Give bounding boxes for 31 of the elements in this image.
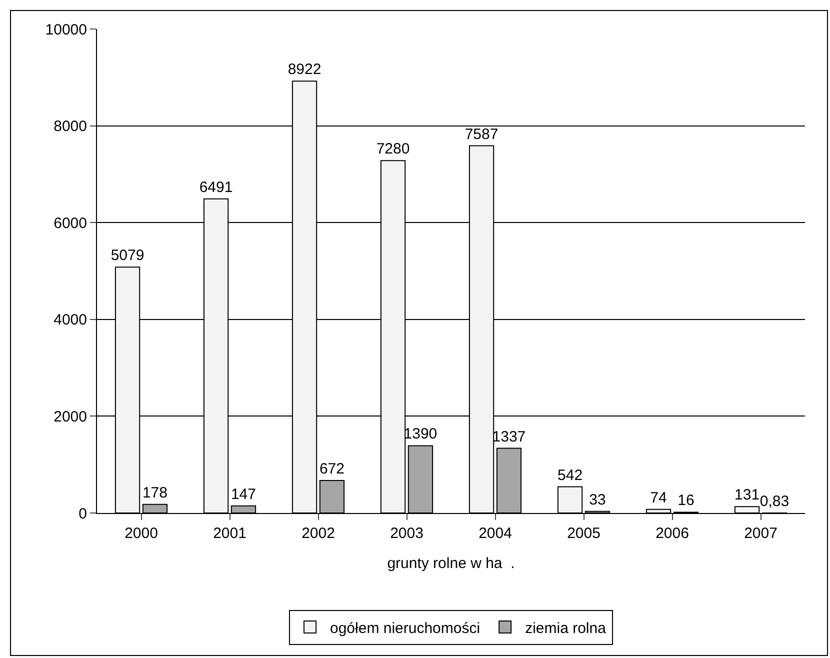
data-label: 16 xyxy=(678,492,694,510)
x-tick-label: 2003 xyxy=(390,525,424,542)
data-label: 0,83 xyxy=(760,492,790,510)
y-tick-label: 2000 xyxy=(54,408,87,426)
x-tick-label: 2000 xyxy=(124,525,158,542)
legend-label: ogółem nieruchomości xyxy=(330,620,480,637)
x-tick-label: 2006 xyxy=(656,525,689,542)
y-tick-label: 4000 xyxy=(54,312,87,329)
data-label: 6491 xyxy=(199,178,233,196)
data-label: 7587 xyxy=(464,126,498,143)
data-label: 5079 xyxy=(110,247,144,264)
x-tick-label: 2007 xyxy=(744,525,778,542)
y-tick-label: 0 xyxy=(78,505,87,522)
data-label: 74 xyxy=(650,489,667,506)
x-tick-label: 2004 xyxy=(478,525,512,542)
x-tick-label: 2005 xyxy=(567,525,600,542)
data-label: 8922 xyxy=(288,61,322,78)
data-label: 672 xyxy=(319,460,344,478)
data-label: 131 xyxy=(734,486,760,504)
y-tick-label: 8000 xyxy=(54,118,87,136)
x-tick-label: 2002 xyxy=(302,525,335,542)
y-tick-label: 10000 xyxy=(45,21,87,38)
data-label: 178 xyxy=(142,484,168,502)
data-label: 7280 xyxy=(376,140,410,158)
x-axis-title: grunty rolne w ha . xyxy=(387,555,515,572)
y-tick-label: 6000 xyxy=(54,214,87,232)
data-label: 542 xyxy=(558,466,583,484)
data-label: 33 xyxy=(589,491,606,508)
data-label: 147 xyxy=(230,486,256,503)
x-tick-label: 2001 xyxy=(213,525,246,542)
legend-label: ziemia rolna xyxy=(525,620,607,637)
